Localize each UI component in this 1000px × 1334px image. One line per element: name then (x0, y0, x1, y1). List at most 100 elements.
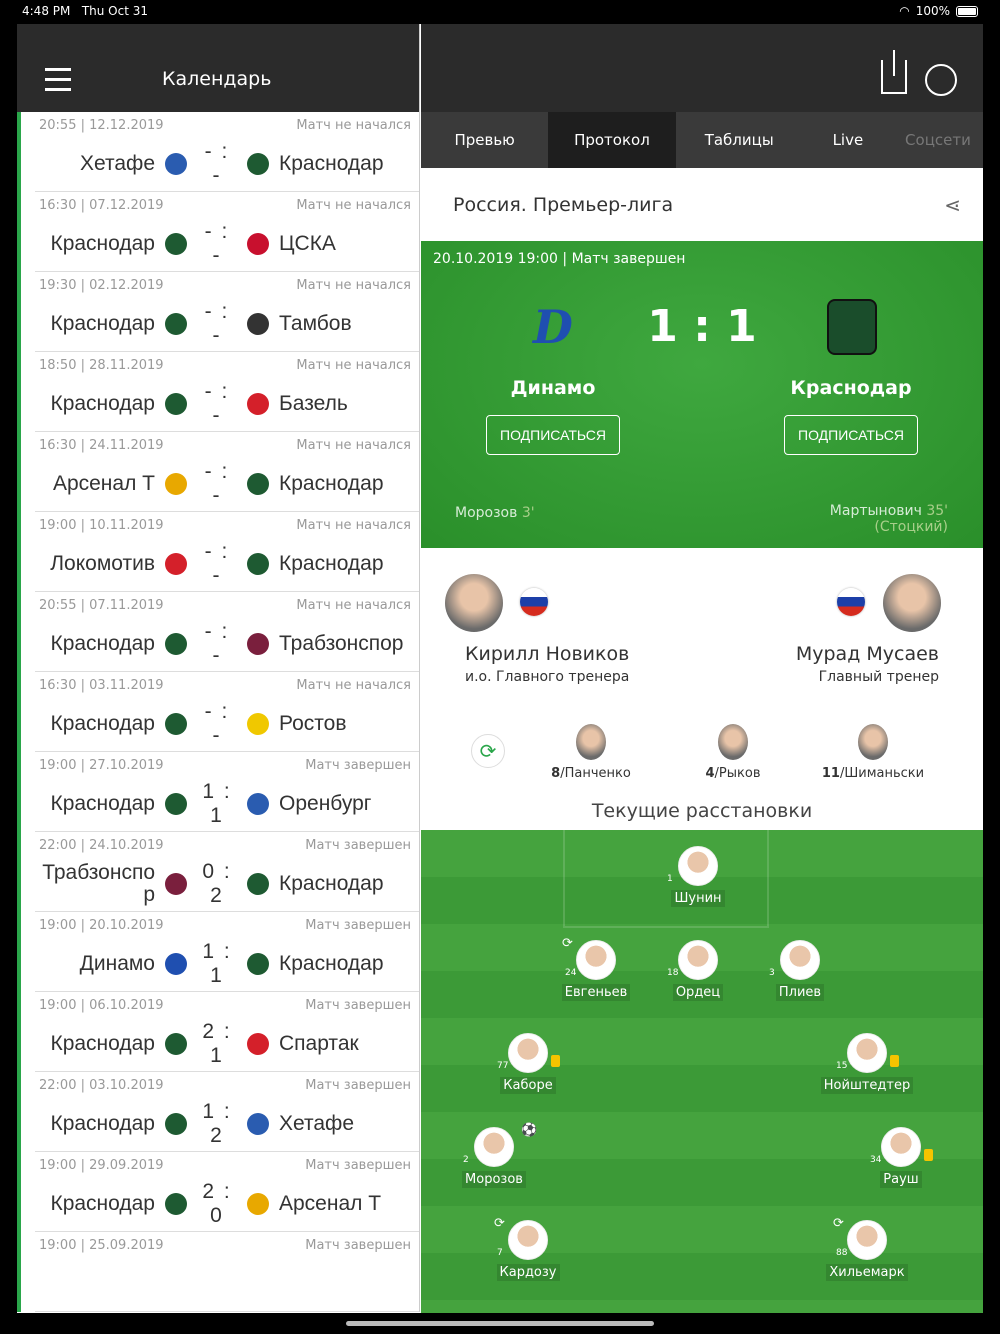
home-team: Краснодар (50, 632, 155, 655)
share-network-icon[interactable]: ⋖ (944, 192, 961, 217)
player-photo (576, 940, 616, 980)
home-indicator[interactable] (346, 1321, 654, 1326)
lineup-player[interactable]: 24 ⟳ Евгеньев (541, 936, 651, 1001)
home-team: Краснодар (50, 712, 155, 735)
home-team-logo-icon (165, 1273, 187, 1295)
home-coach-name: Кирилл Новиков (465, 643, 630, 665)
lineup-player[interactable]: 34 Рауш (846, 1127, 956, 1188)
substitute-player[interactable]: 4/Рыков (673, 724, 793, 781)
away-team-logo-icon (247, 153, 269, 175)
home-coach-avatar (445, 574, 503, 632)
match-status: Матч завершен (305, 838, 411, 853)
match-row[interactable]: 16:30 | 07.12.2019 Матч не начался Красно… (35, 192, 419, 272)
app: Календарь 20:55 | 12.12.2019 Матч не нача… (17, 24, 983, 1313)
away-team-logo-icon (247, 553, 269, 575)
home-team-logo-icon (165, 153, 187, 175)
player-name: Каборе (500, 1077, 556, 1094)
match-status: Матч завершен (305, 998, 411, 1013)
away-team: Ростов (279, 712, 347, 735)
calendar-header: Календарь (17, 24, 419, 112)
match-row[interactable]: 19:00 | 29.09.2019 Матч завершен Краснода… (35, 1152, 419, 1232)
away-team: Хетафе (279, 1112, 355, 1135)
match-status: Матч не начался (296, 518, 411, 533)
home-team: Трабзонспор (42, 861, 155, 906)
player-photo (474, 1127, 514, 1167)
home-team: Арсенал Т (52, 472, 155, 495)
home-team-logo-icon (165, 473, 187, 495)
away-team-logo-icon (247, 313, 269, 335)
home-team: Краснодар (50, 312, 155, 335)
away-team-logo-icon (247, 633, 269, 655)
lineup-player[interactable]: 3 Плиев (745, 940, 855, 1001)
substitute-player[interactable]: 11/Шиманьски (813, 724, 933, 781)
league-name: Россия. Премьер-лига (453, 193, 674, 216)
menu-icon[interactable] (45, 68, 71, 98)
away-team: Краснодар (279, 552, 384, 575)
lineup-player[interactable]: 7 ⟳ Кардозу (473, 1216, 583, 1281)
subscribe-home-button[interactable]: ПОДПИСАТЬСЯ (486, 415, 620, 455)
lineup-player[interactable]: 77 Каборе (473, 1033, 583, 1094)
match-row[interactable]: 19:00 | 06.10.2019 Матч завершен Краснода… (35, 992, 419, 1072)
match-row[interactable]: 16:30 | 24.11.2019 Матч не начался Арсена… (35, 432, 419, 512)
lineup-player[interactable]: 15 Нойштедтер (812, 1033, 922, 1094)
share-icon[interactable] (881, 50, 907, 94)
away-team-logo-icon (247, 1193, 269, 1215)
away-coach-avatar (883, 574, 941, 632)
lineup-player[interactable]: 2 ⚽ Морозов (462, 1123, 538, 1188)
tab-4[interactable]: Соцсети (905, 131, 971, 149)
match-time: 19:00 | 25.09.2019 (39, 1238, 164, 1253)
home-team-logo-icon (165, 1033, 187, 1055)
match-row[interactable]: 20:55 | 07.11.2019 Матч не начался Красно… (35, 592, 419, 672)
lineup-player[interactable]: 18 Ордец (643, 940, 753, 1001)
lineup-title: Текущие расстановки (591, 800, 813, 822)
match-time: 16:30 | 03.11.2019 (39, 678, 164, 693)
away-team: Краснодар (279, 472, 384, 495)
match-detail-panel: Превью Протокол Таблицы Live Соцсети Россия.… (421, 24, 983, 1313)
match-row[interactable]: 16:30 | 03.11.2019 Матч не начался Красно… (35, 672, 419, 752)
player-photo (718, 724, 748, 760)
match-row[interactable]: 19:00 | 10.11.2019 Матч не начался Локомо… (35, 512, 419, 592)
match-row[interactable]: 19:00 | 27.10.2019 Матч завершен Краснода… (35, 752, 419, 832)
match-time: 20:55 | 07.11.2019 (39, 598, 164, 613)
match-row[interactable]: 19:00 | 25.09.2019 Матч завершен (35, 1232, 419, 1312)
match-time: 19:30 | 02.12.2019 (39, 278, 164, 293)
away-team-logo-icon (247, 1033, 269, 1055)
match-score: 1 : 1 (202, 780, 232, 827)
subscribe-away-button[interactable]: ПОДПИСАТЬСЯ (784, 415, 918, 455)
match-time: 19:00 | 20.10.2019 (39, 918, 164, 933)
search-icon[interactable] (925, 64, 957, 96)
tab-0[interactable]: Превью (454, 131, 515, 149)
lineup-player[interactable]: 88 ⟳ Хильемарк (812, 1216, 922, 1281)
home-team-logo-icon (165, 793, 187, 815)
page-title: Календарь (162, 68, 272, 90)
match-row[interactable]: 19:30 | 02.12.2019 Матч не начался Красно… (35, 272, 419, 352)
match-row[interactable]: 22:00 | 03.10.2019 Матч завершен Краснода… (35, 1072, 419, 1152)
match-row[interactable]: 20:55 | 12.12.2019 Матч не начался Хетафе… (35, 112, 419, 192)
match-row[interactable]: 22:00 | 24.10.2019 Матч завершен Трабзонс… (35, 832, 419, 912)
substitute-player[interactable]: 8/Панченко (531, 724, 651, 781)
away-team: Краснодар (279, 952, 384, 975)
match-score: 1 : 2 (202, 1100, 232, 1147)
player-name: Шунин (671, 890, 725, 907)
player-photo (678, 846, 718, 886)
match-time: 19:00 | 27.10.2019 (39, 758, 164, 773)
lineup-player[interactable]: 1 Шунин (643, 846, 753, 907)
home-team-logo-icon (165, 1113, 187, 1135)
match-status: Матч завершен (305, 1158, 411, 1173)
match-status: Матч не начался (296, 438, 411, 453)
away-team-logo-icon (247, 713, 269, 735)
match-row[interactable]: 18:50 | 28.11.2019 Матч не начался Красно… (35, 352, 419, 432)
tab-2[interactable]: Таблицы (704, 131, 774, 149)
tab-1[interactable]: Протокол (548, 112, 676, 168)
away-team: Базель (279, 392, 348, 415)
home-team: Динамо (79, 952, 155, 975)
match-status: Матч не начался (296, 118, 411, 133)
match-time: 16:30 | 07.12.2019 (39, 198, 164, 213)
match-row[interactable]: 19:00 | 20.10.2019 Матч завершен Динамо 1… (35, 912, 419, 992)
tab-3[interactable]: Live (832, 131, 864, 149)
home-team: Краснодар (50, 232, 155, 255)
coaches-section: Кирилл Новиков и.о. Главного тренера Мур… (421, 548, 983, 830)
match-time: 22:00 | 03.10.2019 (39, 1078, 164, 1093)
match-list[interactable]: 20:55 | 12.12.2019 Матч не начался Хетафе… (17, 112, 419, 1312)
home-team: Локомотив (50, 552, 155, 575)
